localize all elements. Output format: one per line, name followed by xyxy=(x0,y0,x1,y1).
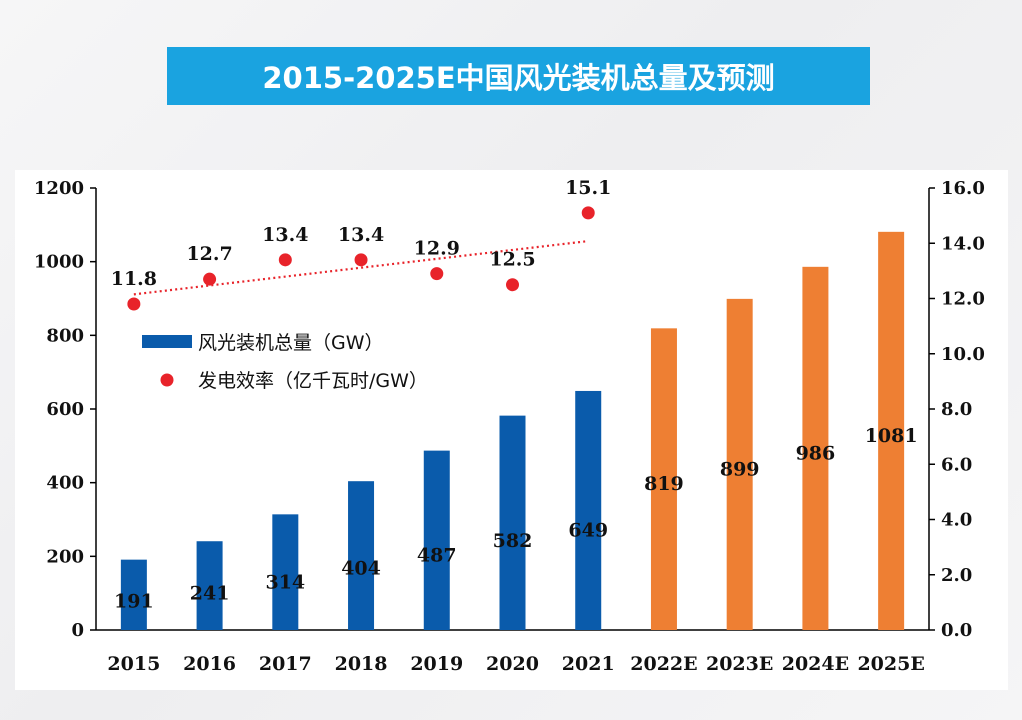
y-right-tick-label: 14.0 xyxy=(941,233,985,254)
y-right-tick-label: 12.0 xyxy=(941,289,985,310)
efficiency-point-label: 12.9 xyxy=(414,238,460,260)
y-right-tick-label: 16.0 xyxy=(941,178,985,199)
y-right-tick-label: 4.0 xyxy=(941,510,972,531)
bar xyxy=(802,266,829,630)
y-right-tick-label: 6.0 xyxy=(941,454,972,475)
legend-swatch-points xyxy=(160,373,174,387)
efficiency-point xyxy=(581,206,595,220)
bar xyxy=(196,541,223,630)
x-tick-label: 2021 xyxy=(562,653,615,675)
efficiency-point xyxy=(506,278,519,292)
bar xyxy=(650,328,677,630)
efficiency-point xyxy=(430,267,444,281)
bar-value-label: 314 xyxy=(265,571,305,593)
bar-value-label: 241 xyxy=(190,583,230,605)
bar-value-label: 986 xyxy=(796,442,836,464)
chart-title: 2015-2025E中国风光装机总量及预测 xyxy=(262,61,775,95)
legend-label-bars: 风光装机总量（GW） xyxy=(198,332,384,354)
x-tick-label: 2016 xyxy=(183,653,236,675)
x-tick-label: 2015 xyxy=(107,653,160,675)
title-banner: 2015-2025E中国风光装机总量及预测 xyxy=(167,47,870,105)
bar-value-label: 899 xyxy=(720,458,760,480)
y-right-tick-label: 10.0 xyxy=(941,344,985,365)
x-tick-label: 2024E xyxy=(782,653,849,675)
efficiency-point-label: 11.8 xyxy=(111,268,157,290)
efficiency-point xyxy=(278,253,292,267)
bar-value-label: 487 xyxy=(417,545,457,567)
bar-value-label: 819 xyxy=(644,473,684,495)
bar-value-label: 1081 xyxy=(865,425,918,447)
bar xyxy=(726,298,753,630)
efficiency-point-label: 12.7 xyxy=(186,243,232,265)
efficiency-point xyxy=(354,253,368,267)
trendline xyxy=(133,239,589,296)
legend-swatch-bars xyxy=(142,335,192,348)
y-left-tick-label: 1000 xyxy=(34,252,84,273)
bar-value-label: 191 xyxy=(114,590,154,612)
bar xyxy=(348,481,375,630)
y-right-tick-label: 8.0 xyxy=(941,399,972,420)
x-tick-label: 2017 xyxy=(259,653,312,675)
efficiency-point xyxy=(127,297,141,311)
efficiency-point xyxy=(203,272,217,286)
efficiency-point-label: 13.4 xyxy=(338,224,384,246)
bar xyxy=(272,514,299,630)
x-tick-label: 2018 xyxy=(335,653,388,675)
legend-label-points: 发电效率（亿千瓦时/GW） xyxy=(198,370,428,392)
bar-value-label: 582 xyxy=(493,530,533,552)
bar-value-label: 404 xyxy=(341,558,381,580)
y-left-tick-label: 200 xyxy=(46,546,84,567)
efficiency-point-label: 15.1 xyxy=(565,177,611,199)
x-tick-label: 2025E xyxy=(857,653,924,675)
bar xyxy=(878,231,905,630)
y-right-tick-label: 0.0 xyxy=(941,620,972,641)
bar xyxy=(575,390,602,630)
y-right-tick-label: 2.0 xyxy=(941,565,972,586)
x-tick-label: 2022E xyxy=(630,653,697,675)
efficiency-point-label: 12.5 xyxy=(489,249,535,271)
y-left-tick-label: 600 xyxy=(46,399,84,420)
x-tick-label: 2023E xyxy=(706,653,773,675)
bar xyxy=(499,415,526,630)
y-left-tick-label: 800 xyxy=(46,325,84,346)
efficiency-point-label: 13.4 xyxy=(262,224,308,246)
y-left-tick-label: 1200 xyxy=(34,178,84,199)
y-left-tick-label: 400 xyxy=(46,473,84,494)
x-tick-label: 2020 xyxy=(486,653,539,675)
bar xyxy=(423,450,450,630)
bar xyxy=(120,559,147,630)
y-left-tick-label: 0 xyxy=(71,620,84,641)
bar-value-label: 649 xyxy=(568,520,608,542)
x-tick-label: 2019 xyxy=(410,653,463,675)
